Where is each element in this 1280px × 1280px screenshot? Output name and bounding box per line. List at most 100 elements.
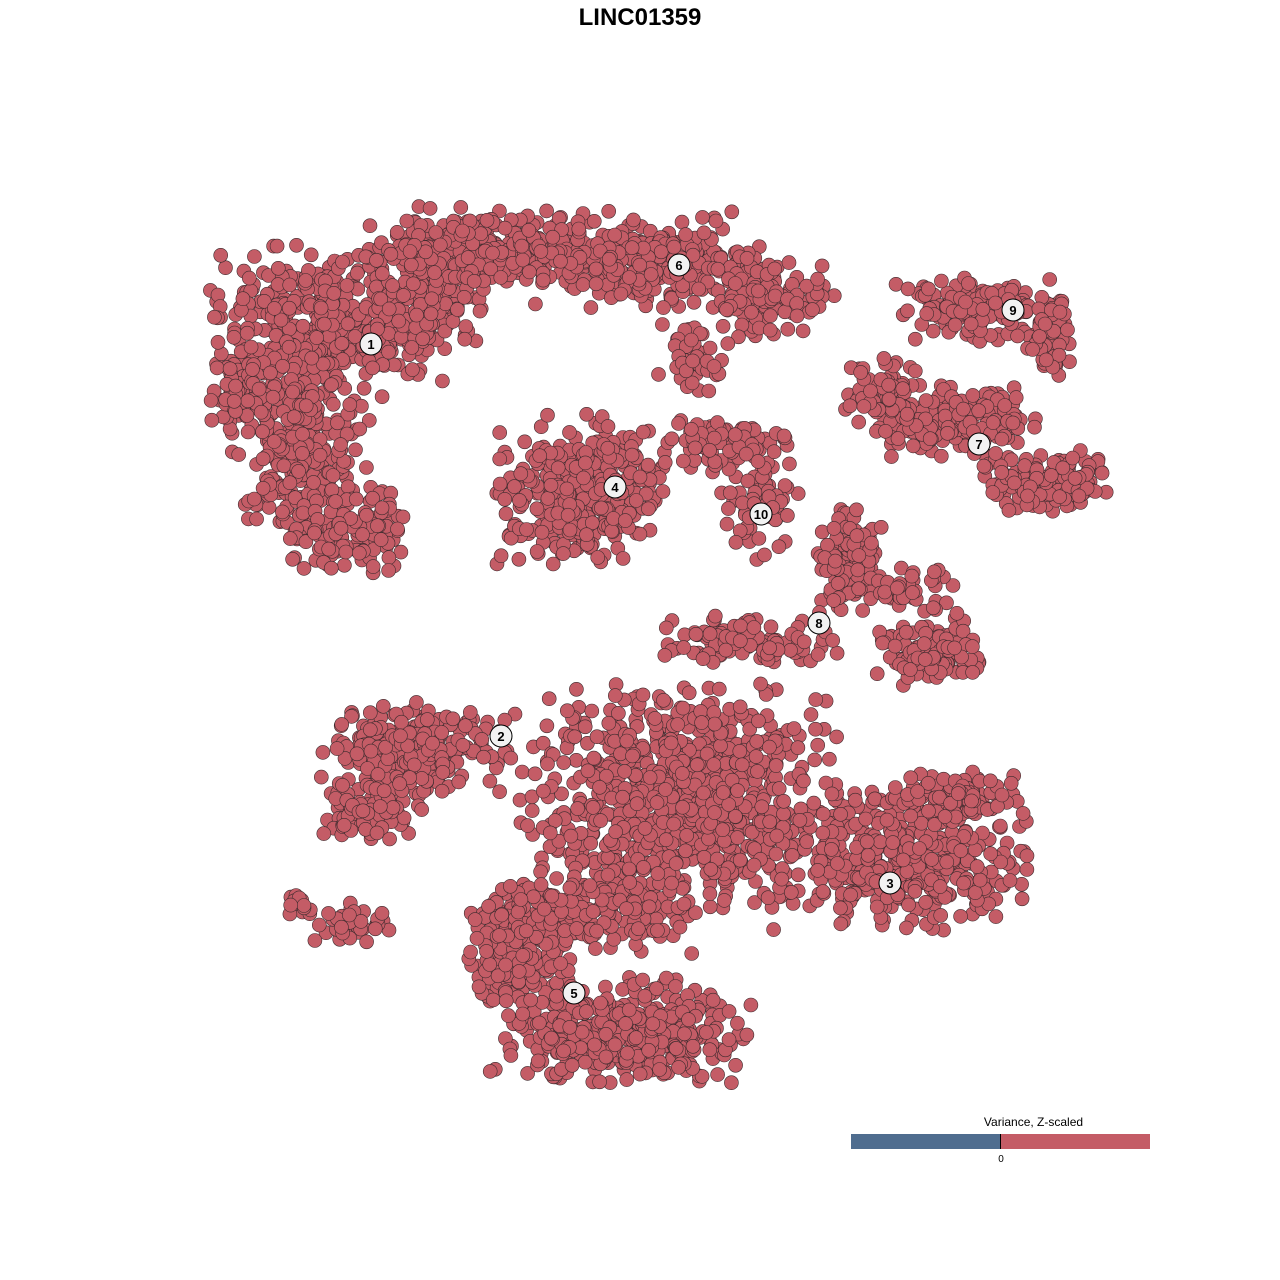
- data-point: [600, 419, 616, 434]
- data-point: [405, 362, 420, 377]
- data-point: [900, 281, 916, 297]
- data-point: [362, 705, 378, 721]
- data-point: [458, 319, 474, 334]
- data-point: [422, 201, 438, 216]
- data-point: [469, 931, 485, 946]
- data-point: [209, 360, 225, 376]
- data-point: [315, 356, 331, 372]
- data-point: [374, 500, 390, 516]
- data-point: [905, 585, 920, 600]
- data-point: [503, 750, 519, 766]
- data-point: [905, 438, 921, 454]
- data-point: [498, 506, 514, 522]
- data-point: [777, 304, 793, 320]
- data-point: [247, 249, 262, 264]
- data-point: [645, 1016, 661, 1032]
- data-point: [763, 308, 778, 324]
- data-point: [675, 453, 691, 469]
- data-point: [578, 1004, 594, 1019]
- data-point: [203, 393, 219, 408]
- data-point: [833, 916, 849, 932]
- data-point: [971, 403, 987, 419]
- data-point: [1003, 775, 1019, 791]
- data-point: [295, 505, 311, 521]
- data-point: [686, 294, 702, 310]
- data-point: [455, 737, 471, 753]
- data-point: [762, 640, 777, 656]
- data-point: [702, 442, 717, 458]
- data-point: [1002, 873, 1018, 888]
- data-point: [655, 317, 670, 332]
- data-point: [1071, 488, 1087, 504]
- data-point: [342, 397, 358, 412]
- data-point: [771, 539, 787, 555]
- data-point: [860, 847, 876, 863]
- data-point: [273, 312, 289, 328]
- data-point: [988, 446, 1003, 461]
- data-point: [370, 518, 385, 534]
- data-point: [298, 398, 314, 414]
- data-point: [406, 757, 422, 773]
- data-point: [600, 440, 616, 456]
- data-point: [640, 457, 656, 473]
- data-point: [513, 466, 529, 482]
- data-point: [739, 251, 755, 266]
- data-point: [683, 332, 699, 348]
- data-point: [435, 373, 450, 389]
- data-point: [276, 458, 292, 474]
- data-point: [476, 749, 491, 765]
- data-point: [826, 593, 842, 608]
- data-point: [543, 1030, 559, 1046]
- data-point: [539, 203, 554, 219]
- data-point: [535, 272, 551, 288]
- data-point: [937, 809, 953, 824]
- data-point: [555, 546, 571, 561]
- data-point: [907, 363, 923, 379]
- data-point: [369, 825, 385, 841]
- data-point: [255, 480, 271, 496]
- data-point: [553, 956, 568, 971]
- data-point: [463, 944, 478, 960]
- data-point: [289, 238, 304, 253]
- data-point: [375, 698, 391, 714]
- data-point: [395, 509, 411, 525]
- data-point: [515, 1006, 531, 1022]
- data-point: [651, 367, 666, 382]
- data-point: [540, 407, 555, 423]
- data-point: [381, 301, 397, 317]
- data-point: [746, 620, 762, 635]
- data-point: [393, 728, 408, 744]
- data-point: [249, 511, 264, 527]
- data-point: [402, 244, 418, 259]
- data-point: [676, 640, 692, 655]
- data-point: [969, 859, 985, 874]
- data-point: [340, 316, 356, 332]
- data-point: [705, 992, 721, 1008]
- data-point: [281, 339, 297, 355]
- data-point: [226, 329, 242, 345]
- data-point: [428, 225, 444, 240]
- data-point: [719, 302, 734, 317]
- data-point: [994, 431, 1010, 447]
- data-point: [708, 213, 724, 229]
- data-point: [414, 771, 430, 786]
- data-point: [485, 245, 500, 261]
- data-point: [493, 270, 509, 285]
- data-point: [924, 852, 940, 867]
- data-point: [231, 447, 246, 462]
- data-point: [833, 900, 848, 916]
- data-point: [606, 511, 621, 526]
- data-point: [724, 1075, 739, 1090]
- data-point: [389, 225, 405, 240]
- data-point: [903, 808, 919, 824]
- data-point: [492, 451, 508, 467]
- data-point: [285, 384, 301, 400]
- data-point: [965, 388, 981, 403]
- data-point: [901, 897, 916, 913]
- data-point: [947, 317, 963, 333]
- data-point: [994, 787, 1010, 803]
- data-point: [531, 1015, 547, 1031]
- data-point: [315, 745, 331, 760]
- data-point: [916, 636, 932, 652]
- data-point: [462, 705, 478, 720]
